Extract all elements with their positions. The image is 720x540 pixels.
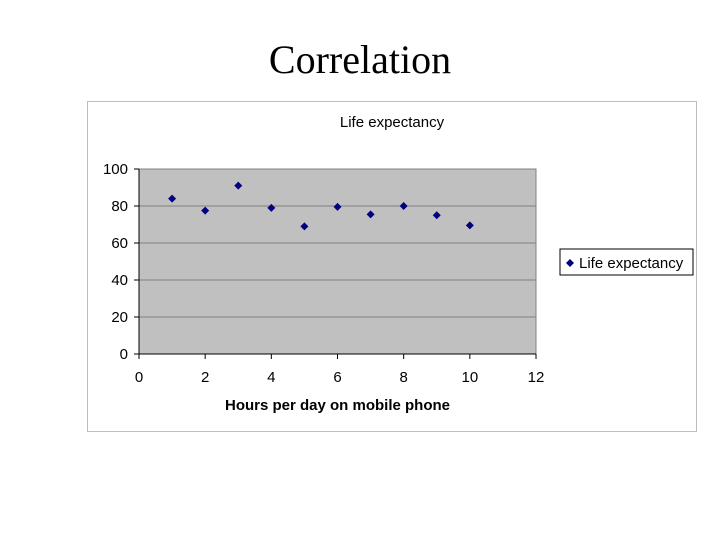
legend-marker: [566, 259, 574, 267]
data-point: [201, 206, 210, 215]
data-point: [465, 221, 474, 230]
y-axis-ticks: 0 20 40 60 80 100: [103, 161, 139, 363]
data-point: [366, 210, 375, 219]
x-axis-label: Hours per day on mobile phone: [225, 397, 450, 414]
x-axis-ticks: 0 2 4 6 8 10 12: [135, 169, 545, 386]
y-tick-label: 20: [111, 309, 128, 326]
x-tick-label: 0: [135, 369, 143, 386]
data-point: [168, 194, 177, 203]
data-point: [399, 202, 408, 210]
plot-area: [138, 168, 537, 355]
data-point: [300, 222, 309, 231]
y-tick-label: 0: [120, 346, 128, 363]
data-point: [432, 211, 441, 220]
x-tick-label: 10: [461, 369, 478, 386]
x-tick-label: 12: [528, 369, 545, 386]
chart-title: Life expectancy: [340, 114, 445, 131]
x-tick-label: 4: [267, 369, 275, 386]
data-points: [168, 181, 474, 231]
legend-label: Life expectancy: [579, 255, 684, 272]
y-tick-label: 60: [111, 235, 128, 252]
x-tick-label: 6: [333, 369, 341, 386]
data-point: [234, 181, 243, 190]
data-point: [333, 202, 342, 211]
x-tick-label: 2: [201, 369, 209, 386]
x-tick-label: 8: [399, 369, 407, 386]
y-tick-label: 40: [111, 272, 128, 289]
y-tick-label: 100: [103, 161, 128, 178]
legend-box: [559, 248, 694, 276]
data-point: [267, 203, 276, 212]
legend: Life expectancy: [559, 248, 694, 276]
slide-title: Correlation: [268, 37, 452, 82]
y-tick-label: 80: [111, 198, 128, 215]
